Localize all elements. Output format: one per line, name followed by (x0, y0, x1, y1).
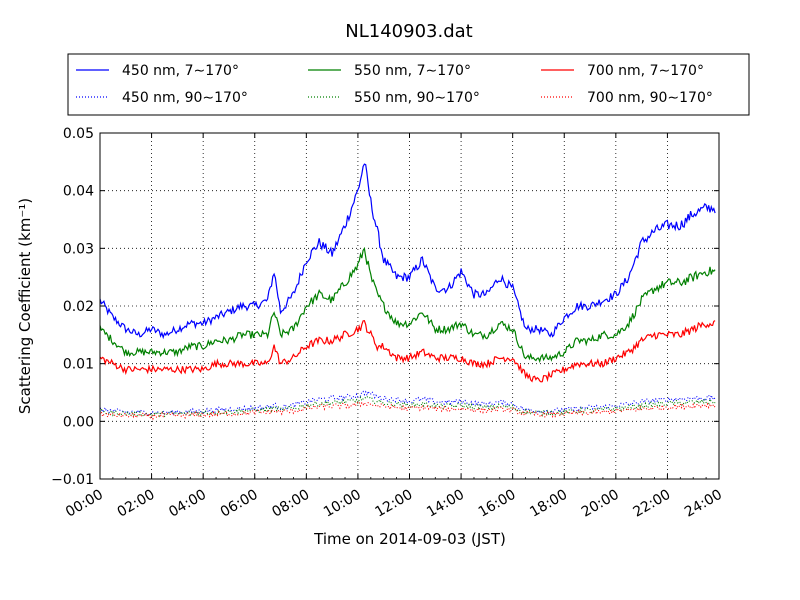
legend-label: 550 nm, 90∼170° (354, 90, 480, 106)
series-line (99, 163, 716, 340)
legend-label: 550 nm, 7∼170° (354, 63, 471, 79)
series-line (99, 401, 716, 421)
legend-label: 700 nm, 7∼170° (587, 63, 704, 79)
legend: 450 nm, 7∼170° 550 nm, 7∼170° 700 nm, 7∼17… (67, 53, 750, 116)
ticks (99, 132, 720, 480)
series-line (99, 320, 716, 383)
legend-item: 450 nm, 7∼170° (76, 63, 239, 79)
legend-label: 450 nm, 90∼170° (122, 90, 248, 106)
y-tick-label: 0.02 (63, 299, 94, 315)
legend-item: 550 nm, 90∼170° (308, 90, 480, 106)
y-tick-label: 0.01 (63, 357, 94, 373)
legend-item: 700 nm, 7∼170° (541, 63, 704, 79)
x-axis-label: Time on 2014-09-03 (JST) (313, 530, 506, 548)
y-axis-label: Scattering Coefficient (km⁻¹) (16, 198, 34, 414)
y-tick-label: 0.05 (63, 126, 94, 142)
y-tick-labels: −0.01 0.00 0.01 0.02 0.03 0.04 0.05 (51, 126, 94, 488)
series-layer (99, 163, 716, 421)
legend-label: 450 nm, 7∼170° (122, 63, 239, 79)
legend-label: 700 nm, 90∼170° (587, 90, 713, 106)
legend-box (67, 53, 750, 116)
y-tick-label: −0.01 (51, 472, 94, 488)
series-line (99, 246, 716, 364)
y-tick-label: 0.04 (63, 184, 94, 200)
legend-item: 550 nm, 7∼170° (308, 63, 471, 79)
y-tick-label: 0.00 (63, 414, 94, 430)
chart-title: NL140903.dat (345, 21, 472, 42)
series-line (99, 389, 716, 417)
legend-item: 450 nm, 90∼170° (76, 90, 248, 106)
legend-item: 700 nm, 90∼170° (541, 90, 713, 106)
y-tick-label: 0.03 (63, 241, 94, 257)
